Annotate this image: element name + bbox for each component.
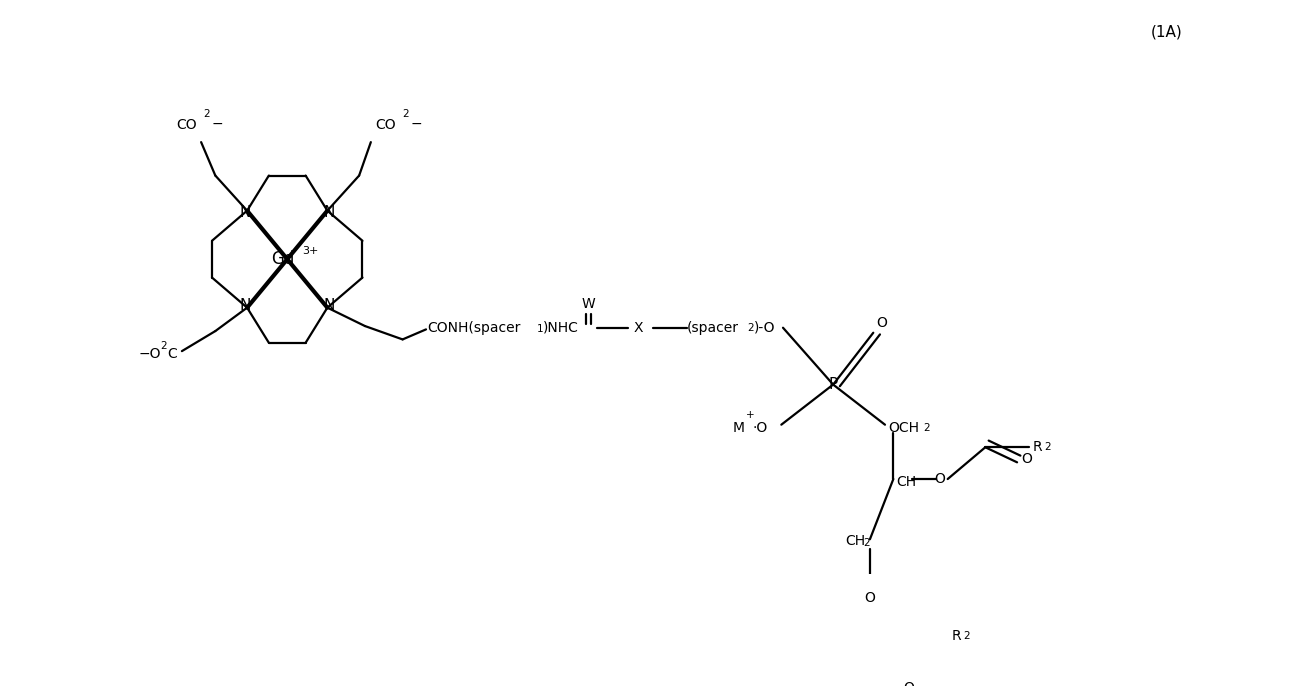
Text: R: R	[952, 629, 961, 643]
Text: Gd: Gd	[271, 250, 295, 268]
Text: −: −	[211, 117, 223, 131]
Text: 2: 2	[402, 108, 409, 119]
Text: )NHC: )NHC	[543, 321, 579, 335]
Text: OCH: OCH	[889, 421, 919, 435]
Text: )-O: )-O	[754, 321, 775, 335]
Text: CONH(spacer: CONH(spacer	[427, 321, 520, 335]
Text: P: P	[829, 377, 838, 392]
Text: W: W	[581, 297, 595, 311]
Text: N: N	[324, 205, 334, 220]
Text: O: O	[903, 681, 914, 686]
Text: −: −	[410, 117, 422, 131]
Text: O: O	[1021, 452, 1033, 466]
Text: O: O	[864, 591, 876, 605]
Text: O: O	[933, 472, 945, 486]
Text: 1: 1	[536, 324, 543, 333]
Text: O: O	[876, 316, 888, 330]
Text: N: N	[324, 298, 334, 314]
Text: ·O: ·O	[753, 421, 767, 435]
Text: CH: CH	[844, 534, 865, 548]
Text: 2: 2	[1044, 442, 1050, 452]
Text: X: X	[633, 321, 644, 335]
Text: C: C	[166, 348, 177, 362]
Text: (spacer: (spacer	[687, 321, 739, 335]
Text: N: N	[240, 205, 252, 220]
Text: −O: −O	[139, 348, 161, 362]
Text: 2: 2	[160, 341, 166, 351]
Text: 2: 2	[747, 322, 754, 333]
Text: 2: 2	[923, 423, 929, 433]
Text: 3+: 3+	[303, 246, 319, 256]
Text: CO: CO	[375, 119, 396, 132]
Text: CO: CO	[176, 119, 197, 132]
Text: N: N	[240, 298, 252, 314]
Text: 2: 2	[203, 108, 210, 119]
Text: M: M	[733, 421, 745, 435]
Text: +: +	[746, 410, 755, 420]
Text: 2: 2	[964, 631, 970, 641]
Text: CH: CH	[897, 475, 916, 489]
Text: (1A): (1A)	[1151, 24, 1183, 39]
Text: R: R	[1032, 440, 1042, 454]
Text: 2: 2	[863, 538, 871, 547]
